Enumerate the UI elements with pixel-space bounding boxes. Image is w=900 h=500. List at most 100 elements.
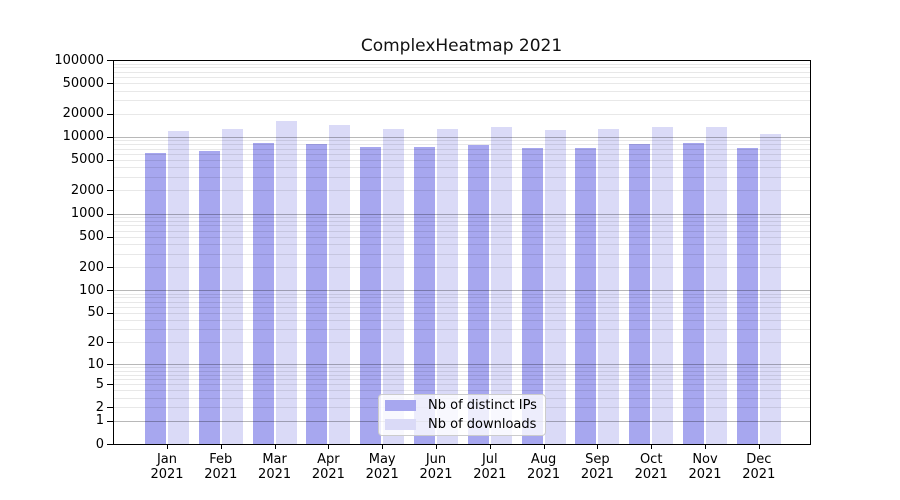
gridline-major bbox=[114, 213, 810, 215]
legend-label-distinct-ips: Nb of distinct IPs bbox=[428, 398, 537, 413]
gridline-minor bbox=[114, 77, 810, 79]
y-tick-mark bbox=[107, 60, 113, 61]
y-tick-label: 10000 bbox=[62, 129, 104, 145]
bar-downloads bbox=[275, 120, 297, 444]
gridline-minor bbox=[114, 370, 810, 372]
gridline-minor bbox=[114, 320, 810, 322]
gridline-minor bbox=[114, 301, 810, 303]
x-tick-label: Apr 2021 bbox=[311, 452, 345, 482]
gridline-minor bbox=[114, 374, 810, 376]
axis-spine-top bbox=[113, 60, 811, 62]
x-tick-label: May 2021 bbox=[365, 452, 399, 482]
gridline-minor bbox=[114, 190, 810, 192]
x-tick-mark bbox=[220, 444, 222, 449]
bar-distinct-ips bbox=[145, 152, 166, 444]
gridline-minor bbox=[114, 384, 810, 386]
gridline-minor bbox=[114, 113, 810, 115]
legend-swatch-downloads bbox=[385, 419, 416, 430]
y-tick-mark bbox=[107, 236, 113, 238]
bar-distinct-ips bbox=[252, 142, 274, 444]
y-tick-mark bbox=[107, 420, 113, 422]
bar-downloads bbox=[437, 129, 458, 444]
gridline-minor bbox=[114, 153, 810, 155]
axis-spine-left bbox=[113, 60, 115, 445]
gridline-minor bbox=[114, 140, 810, 142]
gridline-minor bbox=[114, 90, 810, 92]
gridline-minor bbox=[114, 167, 810, 169]
y-tick-mark bbox=[107, 342, 113, 344]
y-tick-label: 2 bbox=[95, 399, 104, 415]
y-tick-label: 500 bbox=[79, 229, 104, 245]
y-tick-label: 0 bbox=[95, 436, 104, 452]
bar-downloads bbox=[168, 131, 189, 444]
gridline-minor bbox=[114, 100, 810, 102]
x-tick-label: Feb 2021 bbox=[204, 452, 238, 482]
legend-label-downloads: Nb of downloads bbox=[428, 417, 537, 432]
gridline-minor bbox=[114, 253, 810, 255]
y-tick-label: 50000 bbox=[62, 75, 104, 91]
bar-downloads bbox=[221, 129, 243, 444]
x-tick-mark bbox=[597, 444, 599, 449]
legend-swatch-distinct-ips bbox=[385, 400, 416, 411]
y-tick-label: 20000 bbox=[62, 106, 104, 122]
y-tick-mark bbox=[107, 407, 113, 409]
x-tick-label: Sep 2021 bbox=[580, 452, 614, 482]
gridline-minor bbox=[114, 244, 810, 246]
gridline-minor bbox=[114, 217, 810, 219]
gridline-minor bbox=[114, 148, 810, 150]
legend: Nb of distinct IPs Nb of downloads bbox=[378, 394, 546, 436]
y-tick-label: 20 bbox=[87, 334, 104, 350]
y-tick-mark bbox=[107, 444, 113, 445]
bar-distinct-ips bbox=[629, 143, 651, 444]
x-tick-label: Aug 2021 bbox=[527, 452, 561, 482]
y-tick-label: 1000 bbox=[70, 206, 104, 222]
y-tick-label: 100 bbox=[79, 282, 104, 298]
x-tick-mark bbox=[651, 444, 653, 449]
y-tick-label: 10 bbox=[87, 356, 104, 372]
x-tick-mark bbox=[274, 444, 276, 449]
bar-distinct-ips bbox=[683, 143, 704, 444]
x-tick-mark bbox=[436, 444, 437, 449]
y-tick-mark bbox=[107, 136, 113, 138]
y-tick-label: 2000 bbox=[70, 182, 104, 198]
bar-downloads bbox=[652, 126, 674, 444]
gridline-minor bbox=[114, 312, 810, 314]
bar-downloads bbox=[598, 129, 620, 444]
gridline-minor bbox=[114, 293, 810, 295]
gridline-minor bbox=[114, 342, 810, 344]
gridline-minor bbox=[114, 306, 810, 308]
y-tick-mark bbox=[107, 159, 113, 161]
bar-distinct-ips bbox=[414, 146, 435, 444]
y-tick-mark bbox=[107, 213, 113, 215]
bar-distinct-ips bbox=[306, 144, 328, 444]
bar-downloads bbox=[544, 130, 566, 444]
x-tick-label: Jan 2021 bbox=[150, 452, 184, 482]
gridline-minor bbox=[114, 236, 810, 238]
y-tick-mark bbox=[107, 312, 113, 314]
x-tick-label: Mar 2021 bbox=[258, 452, 292, 482]
gridline-major bbox=[114, 364, 810, 366]
y-tick-mark bbox=[107, 267, 113, 269]
legend-item-distinct-ips: Nb of distinct IPs bbox=[385, 398, 539, 413]
gridline-minor bbox=[114, 83, 810, 85]
y-tick-mark bbox=[107, 113, 113, 115]
axis-spine-bottom bbox=[113, 444, 811, 446]
bar-distinct-ips bbox=[360, 146, 382, 444]
gridline-minor bbox=[114, 67, 810, 69]
bar-distinct-ips bbox=[736, 147, 758, 444]
chart-title: ComplexHeatmap 2021 bbox=[360, 36, 563, 56]
gridline-minor bbox=[114, 367, 810, 369]
y-tick-mark bbox=[107, 83, 113, 85]
x-tick-label: Jun 2021 bbox=[419, 452, 453, 482]
y-tick-label: 200 bbox=[79, 259, 104, 275]
y-tick-mark bbox=[107, 190, 113, 192]
bar-distinct-ips bbox=[198, 150, 220, 444]
gridline-major bbox=[114, 290, 810, 292]
y-tick-label: 100000 bbox=[54, 52, 104, 68]
gridline-minor bbox=[114, 297, 810, 299]
bar-downloads bbox=[383, 128, 405, 444]
gridline-minor bbox=[114, 71, 810, 73]
bar-distinct-ips bbox=[575, 148, 597, 444]
x-tick-mark bbox=[543, 444, 545, 449]
